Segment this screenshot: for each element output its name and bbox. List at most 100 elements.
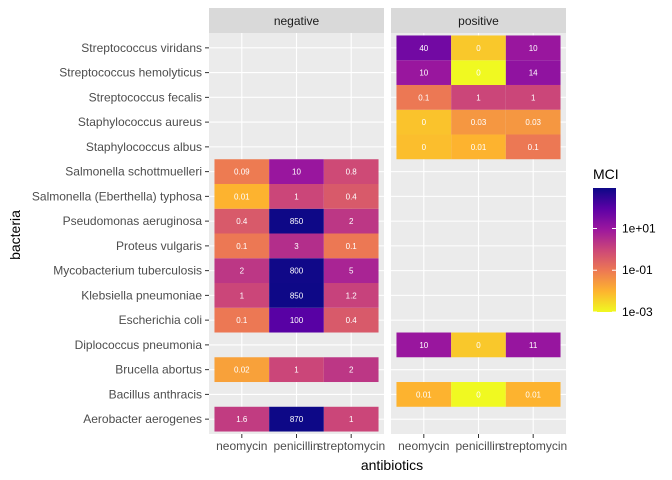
cell-value-label: 870 — [290, 415, 304, 424]
cell-value-label: 0 — [476, 341, 481, 350]
heatmap-cell — [323, 406, 379, 432]
y-tick-label: Salmonella schottmuelleri — [65, 165, 202, 179]
heatmap-cell — [396, 35, 452, 61]
cell-value-label: 10 — [529, 44, 538, 53]
cell-value-label: 0.8 — [346, 168, 358, 177]
x-tick-label: penicillin — [455, 439, 501, 453]
cell-value-label: 2 — [349, 217, 354, 226]
y-tick-label: Streptococcus fecalis — [89, 90, 202, 104]
heatmap-cell — [269, 159, 324, 184]
cell-value-label: 0.1 — [418, 93, 430, 102]
y-tick-label: Aerobacter aerogenes — [83, 412, 202, 426]
heatmap-cell — [323, 258, 379, 284]
heatmap-cell — [269, 208, 324, 234]
facet-panel-negative: negative 1.6 870 1 0.02 1 2 0.1 100 0.4 1 850 1.2 2 80… — [209, 8, 384, 434]
heatmap-cell — [396, 60, 452, 85]
heatmap-cell — [214, 159, 270, 184]
y-tick-label: Escherichia coli — [119, 313, 202, 327]
cell-value-label: 0 — [476, 44, 481, 53]
cell-value-label: 3 — [294, 242, 299, 251]
cell-value-label: 0.4 — [346, 316, 358, 325]
cell-value-label: 0.1 — [346, 242, 358, 251]
heatmap-cell — [396, 109, 452, 135]
cell-value-label: 0 — [422, 143, 427, 152]
heatmap-cell — [214, 283, 270, 308]
cell-value-label: 0.03 — [525, 118, 541, 127]
heatmap-cell — [214, 183, 270, 209]
x-axis-title: antibiotics — [361, 457, 423, 473]
cell-value-label: 0.4 — [236, 217, 248, 226]
cell-value-label: 10 — [292, 168, 301, 177]
cell-value-label: 14 — [529, 69, 538, 78]
cell-value-label: 1 — [531, 93, 536, 102]
heatmap-cell — [269, 283, 324, 308]
heatmap-cell — [269, 307, 324, 333]
x-tick-label: neomycin — [398, 439, 449, 453]
y-tick-label: Brucella abortus — [115, 363, 202, 377]
heatmap-cell — [451, 332, 506, 358]
x-tick-label: streptomycin — [499, 439, 567, 453]
y-axis-ticks: Streptococcus viridans Streptococcus hemo… — [32, 41, 209, 426]
heatmap-cell — [451, 134, 506, 160]
heatmap-cell — [396, 84, 452, 110]
cell-value-label: 1 — [240, 291, 245, 300]
heatmap-cell — [214, 357, 270, 383]
legend-title: MCI — [593, 166, 619, 182]
facet-strip-positive — [391, 8, 566, 33]
heatmap-cell — [505, 134, 561, 160]
cell-value-label: 10 — [419, 341, 428, 350]
cell-value-label: 5 — [349, 267, 354, 276]
color-legend: MCI 1e-03 1e-01 1e+01 — [593, 166, 656, 319]
heatmap-cell — [214, 307, 270, 333]
x-tick-label: penicillin — [273, 439, 319, 453]
y-tick-label: Klebsiella pneumoniae — [81, 288, 202, 302]
heatmap-cell — [451, 109, 506, 135]
cell-value-label: 2 — [240, 267, 245, 276]
cell-value-label: 0.1 — [236, 316, 248, 325]
heatmap-cell — [214, 258, 270, 284]
legend-tick-label: 1e-03 — [622, 305, 653, 319]
cell-value-label: 0.02 — [234, 366, 250, 375]
y-tick-label: Streptococcus hemolyticus — [59, 66, 202, 80]
cell-value-label: 0.01 — [471, 143, 487, 152]
cell-value-label: 0 — [476, 390, 481, 399]
legend-tick-label: 1e+01 — [622, 221, 656, 235]
heatmap-cell — [451, 35, 506, 61]
heatmap-cell — [505, 60, 561, 85]
cell-value-label: 40 — [419, 44, 428, 53]
heatmap-cell — [214, 208, 270, 234]
cell-value-label: 0 — [422, 118, 427, 127]
y-axis-title: bacteria — [7, 210, 23, 260]
cell-value-label: 1 — [294, 192, 299, 201]
heatmap-cell — [323, 183, 379, 209]
cell-value-label: 1.6 — [236, 415, 248, 424]
cell-value-label: 1 — [349, 415, 354, 424]
facet-strip-label: positive — [458, 14, 499, 28]
heatmap-cell — [269, 406, 324, 432]
heatmap-cell — [505, 332, 561, 358]
cell-value-label: 1 — [476, 93, 481, 102]
heatmap-cell — [396, 332, 452, 358]
y-tick-label: Salmonella (Eberthella) typhosa — [32, 189, 202, 203]
x-tick-label: streptomycin — [317, 439, 385, 453]
heatmap-cell — [323, 159, 379, 184]
heatmap-cell — [451, 84, 506, 110]
heatmap-cell — [323, 307, 379, 333]
cell-value-label: 1.2 — [346, 291, 358, 300]
y-tick-label: Bacillus anthracis — [109, 387, 202, 401]
y-tick-label: Diplococcus pneumonia — [75, 338, 203, 352]
heatmap-cell — [505, 109, 561, 135]
cell-value-label: 0.1 — [528, 143, 540, 152]
heatmap-cell — [323, 357, 379, 383]
heatmap-cell — [505, 84, 561, 110]
heatmap-cell — [269, 258, 324, 284]
heatmap-cell — [451, 382, 506, 407]
heatmap-cell — [505, 382, 561, 407]
cell-value-label: 0.09 — [234, 168, 250, 177]
cell-value-label: 1 — [294, 366, 299, 375]
cell-value-label: 0.01 — [234, 192, 250, 201]
